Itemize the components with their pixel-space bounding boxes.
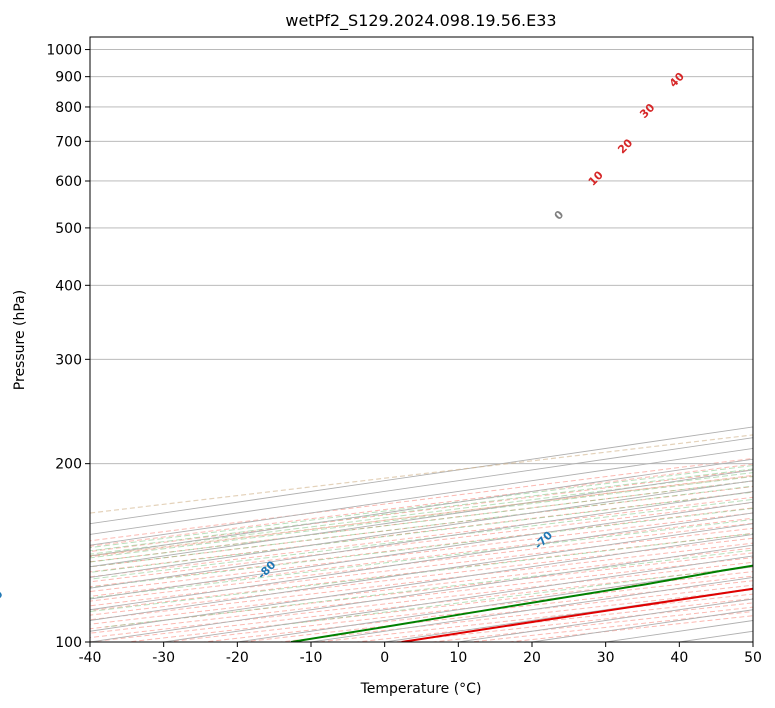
dry-adiabat-line	[318, 593, 753, 642]
y-tick-label: 700	[55, 134, 82, 150]
dry-adiabat-line	[90, 512, 753, 593]
moist-adiabat-line	[90, 480, 753, 563]
moist-adiabat-line	[90, 533, 753, 612]
y-tick-label: 1000	[46, 43, 82, 59]
x-tick-label: 20	[523, 650, 541, 666]
moist-adiabat-label: 30	[637, 101, 657, 121]
y-axis-title: Pressure (hPa)	[12, 290, 28, 390]
dry-adiabat-line	[90, 532, 753, 612]
isotherm-line	[90, 490, 753, 589]
y-tick-label: 800	[55, 100, 82, 116]
dry-adiabat-line	[509, 615, 753, 642]
moist-adiabat-label: 20	[615, 136, 635, 156]
dry-adiabat-line	[471, 610, 753, 642]
plot-frame	[89, 36, 754, 643]
x-tick-label: -30	[152, 650, 175, 666]
isotherm-line	[90, 501, 753, 600]
moist-adiabat-line	[90, 519, 753, 599]
moist-adiabat-line	[90, 507, 753, 588]
dry-adiabat-line	[90, 561, 753, 639]
isotherm-line	[310, 577, 753, 642]
isotherm-line	[90, 523, 753, 621]
isotherm-line	[90, 469, 753, 568]
x-tick-label: 50	[744, 650, 762, 666]
dewpoint-profile-line	[290, 564, 753, 642]
isotherm-line	[752, 641, 753, 642]
moist-adiabat-line	[90, 491, 753, 573]
isotherm-line	[90, 534, 753, 632]
x-tick-label: 40	[670, 650, 688, 666]
x-tick-label: 0	[380, 650, 389, 666]
y-tick-label: 600	[55, 174, 82, 190]
theta-e-line	[90, 475, 753, 557]
isotherm-line	[458, 598, 753, 642]
axis-layer: -40 -30 -20 -10 0 10 20 30 40 5010020030040050060…	[46, 43, 762, 666]
dry-adiabat-line	[90, 537, 753, 616]
isotherm-line	[531, 609, 753, 642]
x-tick-label: 10	[449, 650, 467, 666]
moist-adiabat-line	[90, 476, 753, 559]
isotherm-line	[679, 630, 753, 642]
x-axis-title: Temperature (°C)	[360, 681, 482, 697]
dry-adiabat-line	[127, 571, 753, 642]
dry-adiabat-line	[90, 496, 753, 578]
y-tick-label: 300	[55, 352, 82, 368]
x-tick-label: 30	[597, 650, 615, 666]
x-tick-label: -10	[300, 650, 323, 666]
series-layer	[290, 564, 753, 642]
y-tick-label: 900	[55, 70, 82, 86]
grid-layer	[90, 49, 753, 642]
dry-adiabat-line	[90, 480, 753, 563]
moist-adiabat-line	[90, 468, 753, 552]
y-tick-label: 200	[55, 457, 82, 473]
isotherm-line	[90, 447, 753, 546]
dry-adiabat-line	[90, 507, 753, 588]
moist-adiabat-label: 40	[667, 70, 687, 90]
chart-title: wetPf2_S129.2024.098.19.56.E33	[285, 11, 556, 31]
dry-adiabat-line	[90, 485, 753, 568]
moist-adiabat-line	[90, 498, 753, 580]
dry-adiabat-line	[90, 522, 753, 602]
dry-adiabat-line	[90, 502, 753, 583]
isotherm-line	[90, 458, 753, 557]
x-tick-label: -20	[226, 650, 249, 666]
y-tick-label: 100	[55, 635, 82, 651]
dry-adiabat-line	[90, 463, 753, 547]
isotherm-line	[90, 512, 753, 611]
isotherm-line	[90, 480, 753, 578]
moist-adiabat-label: 10	[586, 168, 606, 188]
dry-adiabat-line	[90, 469, 753, 552]
y-tick-label: 400	[55, 278, 82, 294]
y-tick-label: 500	[55, 221, 82, 237]
moist-adiabat-line	[105, 549, 753, 628]
x-tick-label: -40	[79, 650, 102, 666]
moist-adiabat-line	[90, 472, 753, 555]
isotherm-line	[605, 620, 753, 642]
moist-adiabat-line	[90, 485, 753, 568]
dry-adiabat-line	[90, 491, 753, 573]
isotherm-label: -90	[0, 587, 6, 610]
isotherm-line	[384, 587, 753, 642]
moist-adiabat-label: 0	[552, 208, 567, 223]
moist-adiabat-line	[90, 465, 753, 549]
dry-adiabat-line	[394, 602, 753, 642]
moist-adiabat-line	[265, 565, 753, 628]
dry-adiabat-line	[90, 474, 753, 558]
dry-adiabat-line	[90, 527, 753, 607]
dry-adiabat-line	[280, 589, 753, 642]
